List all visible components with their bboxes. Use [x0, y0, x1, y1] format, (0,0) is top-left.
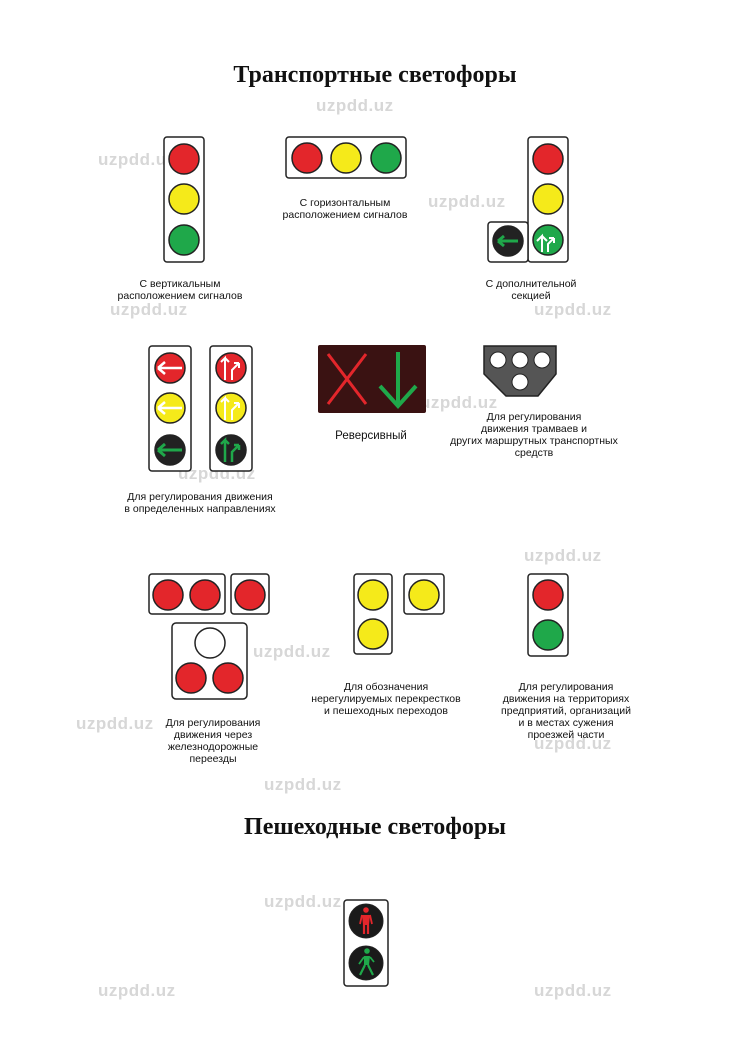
watermark: uzpdd.uz [76, 714, 154, 733]
traffic-light-additional-section [487, 136, 569, 263]
red-signal [532, 579, 564, 611]
yellow-signal [357, 618, 389, 650]
yellow-signal [357, 579, 389, 611]
watermark: uzpdd.uz [98, 981, 176, 1000]
watermark: uzpdd.uz [534, 734, 612, 753]
watermark: uzpdd.uz [264, 775, 342, 794]
arrow-icon [536, 233, 555, 252]
arrow-icon [157, 401, 182, 415]
title-transport-lights: Транспортные светофоры [233, 62, 517, 88]
red-signal [175, 662, 207, 694]
arrow-icon [157, 361, 182, 375]
arrow-icon [157, 442, 182, 458]
caption-horizontal: С горизонтальным расположением сигналов [282, 197, 408, 221]
red-signal [532, 143, 564, 175]
vertical-traffic-light [163, 136, 205, 263]
red-x-icon [326, 353, 368, 405]
white-signal [533, 351, 551, 369]
arrow-icon [220, 395, 240, 420]
watermark: uzpdd.uz [534, 981, 612, 1000]
reversible-traffic-light [318, 345, 426, 413]
yellow-signal [408, 579, 440, 611]
white-signal [511, 351, 529, 369]
caption-unregulated: Для обозначения нерегулируемых перекрест… [311, 681, 461, 717]
green-signal [370, 142, 402, 174]
red-signal [212, 662, 244, 694]
caption-tram: Для регулирования движения трамваев и др… [450, 411, 618, 459]
direction-traffic-light-right [209, 345, 253, 472]
tram-traffic-light [483, 345, 557, 397]
caption-additional: С дополнительной секцией [485, 278, 577, 302]
red-signal [168, 143, 200, 175]
railway-traffic-light [148, 573, 270, 700]
yellow-signal [168, 183, 200, 215]
green-signal [532, 619, 564, 651]
pedestrian-icon [359, 907, 373, 934]
white-signal [194, 627, 226, 659]
pedestrian-icon [358, 948, 375, 976]
caption-reversible: Реверсивный [335, 430, 407, 442]
green-signal [168, 224, 200, 256]
territory-traffic-light [527, 573, 569, 657]
red-signal [152, 579, 184, 611]
red-signal [291, 142, 323, 174]
red-signal [234, 579, 266, 611]
white-signal [489, 351, 507, 369]
arrow-icon [220, 355, 240, 380]
yellow-signal [532, 183, 564, 215]
watermark: uzpdd.uz [316, 96, 394, 115]
watermark: uzpdd.uz [428, 192, 506, 211]
arrow-icon [497, 234, 518, 248]
watermark: uzpdd.uz [524, 546, 602, 565]
watermark: uzpdd.uz [110, 300, 188, 319]
direction-traffic-light-left [148, 345, 192, 472]
watermark: uzpdd.uz [534, 300, 612, 319]
watermark: uzpdd.uz [264, 892, 342, 911]
white-signal [511, 373, 529, 391]
horizontal-traffic-light [285, 136, 407, 179]
yellow-signal [330, 142, 362, 174]
caption-vertical: С вертикальным расположением сигналов [117, 278, 243, 302]
caption-railway: Для регулирования движения через железно… [165, 717, 261, 765]
watermark: uzpdd.uz [253, 642, 331, 661]
caption-directions: Для регулирования движения в определенны… [124, 491, 276, 515]
red-signal [189, 579, 221, 611]
caption-territory: Для регулирования движения на территория… [501, 681, 631, 741]
green-down-arrow-icon [378, 352, 418, 409]
title-pedestrian-lights: Пешеходные светофоры [244, 814, 506, 840]
unregulated-traffic-light [353, 573, 445, 655]
green-signal [532, 224, 564, 256]
watermark: uzpdd.uz [420, 393, 498, 412]
pedestrian-traffic-light [343, 899, 389, 987]
arrow-icon [220, 436, 241, 462]
watermark: uzpdd.uz [98, 150, 176, 169]
